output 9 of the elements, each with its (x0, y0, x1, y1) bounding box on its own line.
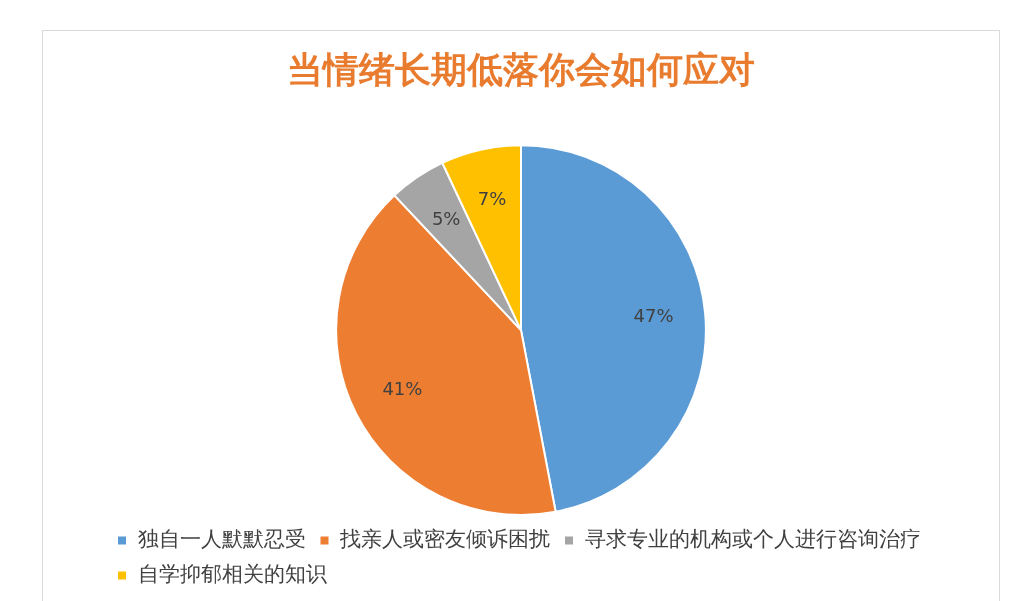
data-label: 5% (431, 207, 461, 229)
chart-title: 当情绪长期低落你会如何应对 (287, 48, 755, 90)
legend-label: 自学抑郁相关的知识 (137, 561, 327, 586)
legend-label: 找亲人或密友倾诉困扰 (339, 526, 550, 551)
legend-label: 独自一人默默忍受 (137, 526, 306, 551)
data-label: 47% (633, 305, 674, 327)
legend-label: 寻求专业的机构或个人进行咨询治疗 (584, 526, 921, 551)
data-label: 7% (477, 187, 507, 209)
data-label: 41% (382, 378, 423, 400)
